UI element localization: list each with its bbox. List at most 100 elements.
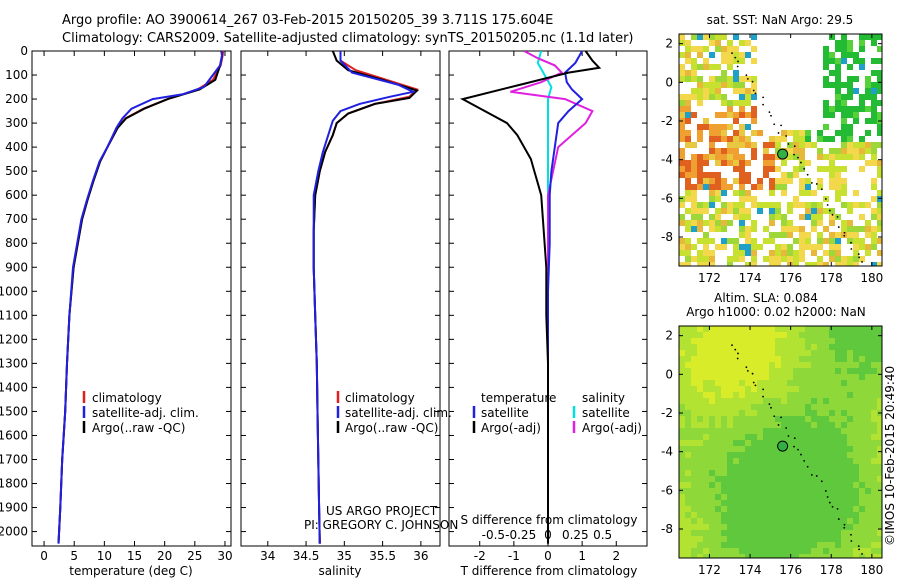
map-cell [793,386,799,392]
map-cell [769,506,775,512]
map-cell [733,548,739,554]
y-tick-label: -8 [661,230,673,244]
y-tick-label: 1000 [0,284,28,298]
map-cell [877,464,882,470]
map-cell [799,326,805,332]
map-cell [739,374,745,380]
map-cell [805,238,811,244]
map-cell [691,554,697,558]
map-cell [823,404,829,410]
map-cell [793,326,799,332]
map-cell [757,524,763,530]
x-tick-label: 34 [260,549,275,563]
map-cell [775,518,781,524]
island-dot [793,445,795,448]
map-cell [841,94,847,100]
map-cell [787,536,793,542]
series-group [312,51,419,544]
map-cell [739,404,745,410]
map-cell [799,226,805,232]
map-cell [733,518,739,524]
map-cell [835,178,841,184]
map-cell [709,214,715,220]
map-cell [715,386,721,392]
map-cell [817,548,823,554]
map-cell [799,440,805,446]
map-cell [685,208,691,214]
map-cell [877,326,882,332]
y-tick-label: 900 [5,260,28,274]
map-cell [829,434,835,440]
map-cell [877,416,882,422]
map-cell [817,458,823,464]
map-cell [823,386,829,392]
map-cell [841,452,847,458]
map-cell [775,256,781,262]
map-cell [841,530,847,536]
map-cell [769,220,775,226]
map-cell [859,40,865,46]
map-cell [721,416,727,422]
map-cell [865,338,871,344]
map-cell [691,506,697,512]
map-cell [817,184,823,190]
map-cell [727,392,733,398]
map-cell [697,530,703,536]
map-cell [871,392,877,398]
map-cell [841,326,847,332]
map-cell [835,398,841,404]
map-cell [745,232,751,238]
legend-label-climatology: climatology [92,391,162,405]
map-cell [823,344,829,350]
map-cell [733,452,739,458]
map-cell [751,548,757,554]
map-cell [697,350,703,356]
map-cell [757,440,763,446]
map-cell [685,76,691,82]
map-cell [877,548,882,554]
map-cell [835,368,841,374]
island-dot [777,132,780,134]
map-cell [745,488,751,494]
map-cell [775,404,781,410]
map-cell [721,548,727,554]
map-cell [817,374,823,380]
map-cell [679,76,685,82]
map-cell [799,500,805,506]
map-cell [835,338,841,344]
map-cell [847,542,853,548]
map-cell [763,494,769,500]
map-cell [829,494,835,500]
map-cell [721,34,727,40]
map-cell [841,202,847,208]
map-cell [835,232,841,238]
map-cell [793,172,799,178]
map-cell [817,338,823,344]
map-cell [865,494,871,500]
argo-location-marker [777,440,789,452]
map-cell [865,440,871,446]
map-cell [727,380,733,386]
map-cell [703,428,709,434]
chart-subtitle: Climatology: CARS2009. Satellite-adjuste… [62,31,634,46]
legend-label-argo: Argo(..raw -QC) [92,421,185,435]
map-cell [739,326,745,332]
map-cell [793,392,799,398]
map-cell [703,434,709,440]
map-cell [745,404,751,410]
map-cell [853,344,859,350]
map-cell [787,488,793,494]
island-dot [831,213,834,216]
y-tick-label: 1500 [0,404,28,418]
map-cell [763,362,769,368]
map-cell [787,244,793,250]
map-cell [817,136,823,142]
map-cell [829,458,835,464]
map-cell [841,536,847,542]
map-cell [871,118,877,124]
map-cell [835,554,841,558]
map-cell [781,184,787,190]
map-cell [799,482,805,488]
map-cell [751,392,757,398]
map-cell [877,542,882,548]
